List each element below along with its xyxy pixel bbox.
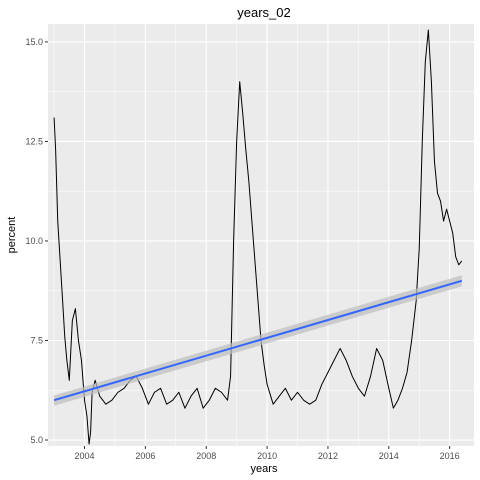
y-tick-label-1: 7.5 [30, 336, 43, 346]
y-tick-label-2: 10.0 [25, 236, 43, 246]
x-tick-label-3: 2010 [257, 451, 277, 461]
y-tick-label-3: 12.5 [25, 136, 43, 146]
plot-panel [48, 24, 474, 446]
x-tick-label-4: 2012 [318, 451, 338, 461]
x-tick-label-2: 2008 [196, 451, 216, 461]
x-tick-label-1: 2006 [135, 451, 155, 461]
grid-major [48, 24, 474, 446]
y-tick-label-4: 15.0 [25, 37, 43, 47]
x-tick-label-0: 2004 [74, 451, 94, 461]
series-layer [53, 29, 463, 445]
x-axis: 2004 2006 2008 2010 2012 2014 2016 [74, 446, 460, 461]
trend-line [53, 279, 463, 402]
x-axis-title: years [251, 463, 278, 475]
x-tick-label-5: 2014 [379, 451, 399, 461]
series-line-0 [53, 29, 463, 445]
chart-title: years_02 [237, 5, 290, 20]
y-axis-title: percent [6, 217, 18, 254]
x-tick-label-6: 2016 [440, 451, 460, 461]
y-tick-label-0: 5.0 [30, 435, 43, 445]
y-axis: 5.0 7.5 10.0 12.5 15.0 [25, 37, 48, 445]
grid-minor [48, 24, 474, 446]
trend-layer [53, 275, 463, 406]
